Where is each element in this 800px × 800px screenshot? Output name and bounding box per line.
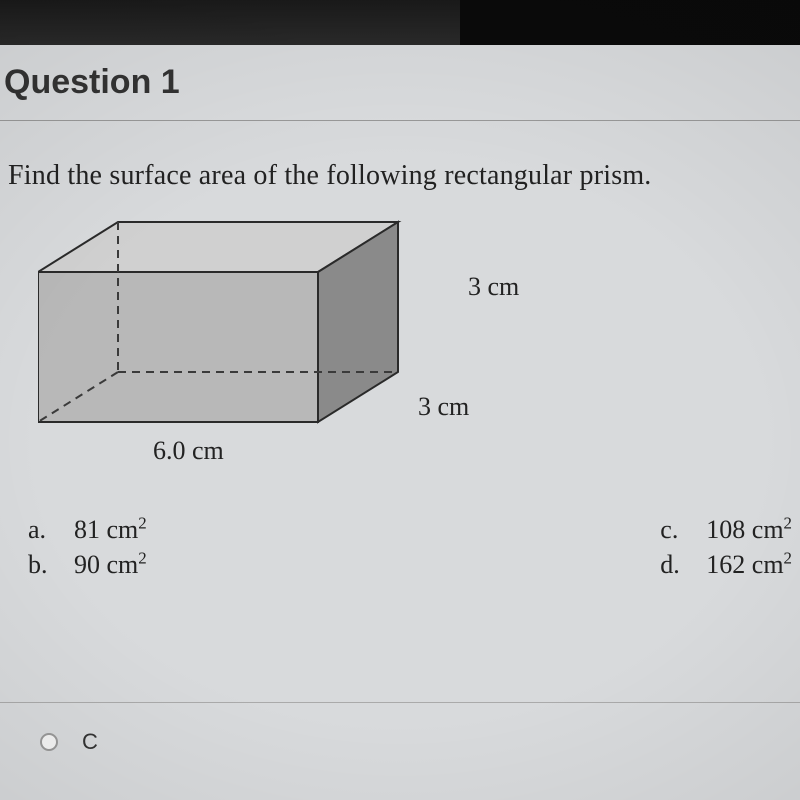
dim-height-label: 3 cm <box>468 272 519 302</box>
question-title: Question 1 <box>4 63 800 102</box>
dim-width-label: 3 cm <box>418 392 469 422</box>
answer-col-right: c.108 cm2 d.162 cm2 <box>660 512 792 582</box>
answer-choices: a.81 cm2 b.90 cm2 c.108 cm2 d.162 cm2 <box>8 512 792 592</box>
answer-c[interactable]: c.108 cm2 <box>660 512 792 547</box>
answer-value: 162 <box>706 550 745 579</box>
answer-col-left: a.81 cm2 b.90 cm2 <box>28 512 147 582</box>
question-body: Find the surface area of the following r… <box>0 160 800 592</box>
answer-exp: 2 <box>138 513 146 532</box>
answer-letter: a. <box>28 512 74 547</box>
prism-svg <box>38 212 438 452</box>
answer-a[interactable]: a.81 cm2 <box>28 512 147 547</box>
answer-exp: 2 <box>784 513 792 532</box>
answer-exp: 2 <box>784 548 792 567</box>
selected-label: C <box>82 729 98 754</box>
answer-d[interactable]: d.162 cm2 <box>660 547 792 582</box>
answer-letter: d. <box>660 547 706 582</box>
radio-icon[interactable] <box>40 733 58 751</box>
question-prompt: Find the surface area of the following r… <box>8 160 792 192</box>
answer-letter: b. <box>28 547 74 582</box>
answer-b[interactable]: b.90 cm2 <box>28 547 147 582</box>
prism-figure: 3 cm 3 cm 6.0 cm <box>38 212 618 482</box>
answer-value: 90 <box>74 550 100 579</box>
window-chrome-shadow <box>0 0 800 45</box>
prism-front-face <box>38 272 318 422</box>
answer-exp: 2 <box>138 548 146 567</box>
answer-unit: cm <box>752 550 784 579</box>
answer-unit: cm <box>107 515 139 544</box>
answer-value: 81 <box>74 515 100 544</box>
dim-length-label: 6.0 cm <box>153 436 224 466</box>
selected-answer-area: C <box>0 702 800 781</box>
answer-letter: c. <box>660 512 706 547</box>
question-header: Question 1 <box>0 45 800 121</box>
answer-unit: cm <box>107 550 139 579</box>
answer-unit: cm <box>752 515 784 544</box>
answer-value: 108 <box>706 515 745 544</box>
